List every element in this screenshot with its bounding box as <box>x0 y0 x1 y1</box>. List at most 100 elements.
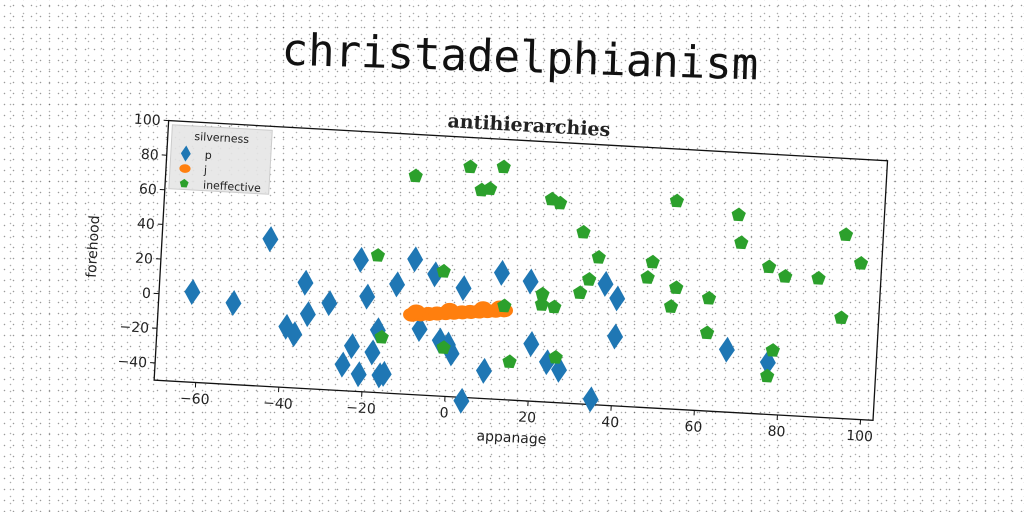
point-p <box>286 321 303 348</box>
point-p <box>597 270 614 297</box>
plot-frame <box>153 119 889 422</box>
point-ineffective <box>669 280 684 295</box>
point-ineffective <box>582 272 597 286</box>
point-ineffective <box>497 298 512 313</box>
point-ineffective <box>408 168 423 183</box>
x-tick-label: 100 <box>846 428 874 445</box>
point-ineffective <box>573 285 588 300</box>
y-tick-label: 40 <box>137 216 156 233</box>
point-j <box>474 301 493 316</box>
point-p <box>184 279 201 306</box>
x-tick-label: 40 <box>601 414 620 431</box>
point-p <box>375 360 392 387</box>
point-ineffective <box>463 159 478 174</box>
point-ineffective <box>853 255 869 270</box>
point-ineffective <box>548 349 563 364</box>
point-ineffective <box>669 193 685 208</box>
y-tick-label: −40 <box>117 354 147 372</box>
point-ineffective <box>701 290 717 305</box>
point-ineffective <box>547 299 562 314</box>
legend-marker-ineffective <box>179 178 189 188</box>
series-j <box>403 300 514 322</box>
point-ineffective <box>535 286 550 301</box>
point-ineffective <box>640 270 655 284</box>
point-p <box>407 246 424 273</box>
point-p <box>453 387 470 414</box>
y-tick-label: −20 <box>119 319 149 337</box>
legend-label-p: p <box>204 149 212 162</box>
point-ineffective <box>731 207 746 222</box>
point-p <box>297 269 314 296</box>
point-ineffective <box>699 325 715 340</box>
point-p <box>455 275 472 302</box>
point-p <box>334 351 351 378</box>
point-p <box>225 290 242 316</box>
point-p <box>369 317 386 344</box>
point-p <box>551 356 568 383</box>
point-p <box>343 333 360 360</box>
point-ineffective <box>552 195 568 210</box>
point-ineffective <box>734 235 749 250</box>
point-ineffective <box>576 224 591 239</box>
point-p <box>389 271 406 298</box>
point-ineffective <box>811 270 826 285</box>
point-p <box>321 290 338 317</box>
point-ineffective <box>374 329 389 344</box>
point-ineffective <box>838 227 854 242</box>
point-ineffective <box>502 354 517 369</box>
point-ineffective <box>762 259 777 274</box>
point-ineffective <box>765 343 780 357</box>
point-ineffective <box>778 269 793 283</box>
legend-title: silverness <box>194 130 250 146</box>
series-ineffective <box>370 159 869 383</box>
y-tick-label: 20 <box>135 251 154 268</box>
y-tick-label: 0 <box>142 286 152 302</box>
point-p <box>431 327 448 354</box>
point-p <box>718 336 735 363</box>
legend: silverness pj ineffective <box>168 124 273 195</box>
point-ineffective <box>591 250 606 264</box>
point-p <box>262 226 279 253</box>
point-ineffective <box>496 159 511 174</box>
point-p <box>607 323 624 350</box>
x-tick-label: −40 <box>263 395 293 413</box>
legend-box <box>168 124 273 195</box>
legend-marker-p <box>180 145 191 162</box>
point-p <box>411 316 428 343</box>
legend-label-ineffective: ineffective <box>203 179 262 195</box>
x-tick-label: 80 <box>767 424 786 441</box>
point-p <box>299 301 316 328</box>
y-tick-label: 60 <box>138 181 157 198</box>
point-ineffective <box>834 310 849 325</box>
point-ineffective <box>534 297 550 311</box>
point-p <box>359 283 376 310</box>
x-axis-label: appanage <box>476 428 547 448</box>
point-ineffective <box>436 340 451 355</box>
point-ineffective <box>370 248 386 262</box>
x-tick-label: 20 <box>518 410 537 427</box>
point-p <box>443 340 460 367</box>
point-p <box>609 285 626 312</box>
x-tick-label: 60 <box>684 419 703 436</box>
point-j <box>440 302 459 317</box>
x-tick-label: −20 <box>346 400 376 418</box>
point-p <box>364 339 381 366</box>
x-tick-label: 0 <box>439 405 449 421</box>
point-p <box>493 259 510 286</box>
point-ineffective <box>645 254 660 269</box>
y-axis-label: forehood <box>84 215 103 278</box>
point-p <box>352 246 369 273</box>
y-tick-label: 100 <box>133 112 161 129</box>
point-j <box>407 304 426 319</box>
data-marks <box>184 159 869 414</box>
point-p <box>523 330 540 357</box>
axes: −60 −40 −20 0 20 40 60 80 100 −40 −20 0 20 40 60 80 100 <box>117 112 874 446</box>
point-p <box>350 361 367 388</box>
x-tick-label: −60 <box>180 391 210 409</box>
point-ineffective <box>663 299 679 313</box>
point-ineffective <box>760 368 775 383</box>
legend-marker-j <box>179 164 191 173</box>
legend-label-j: j <box>203 164 208 177</box>
